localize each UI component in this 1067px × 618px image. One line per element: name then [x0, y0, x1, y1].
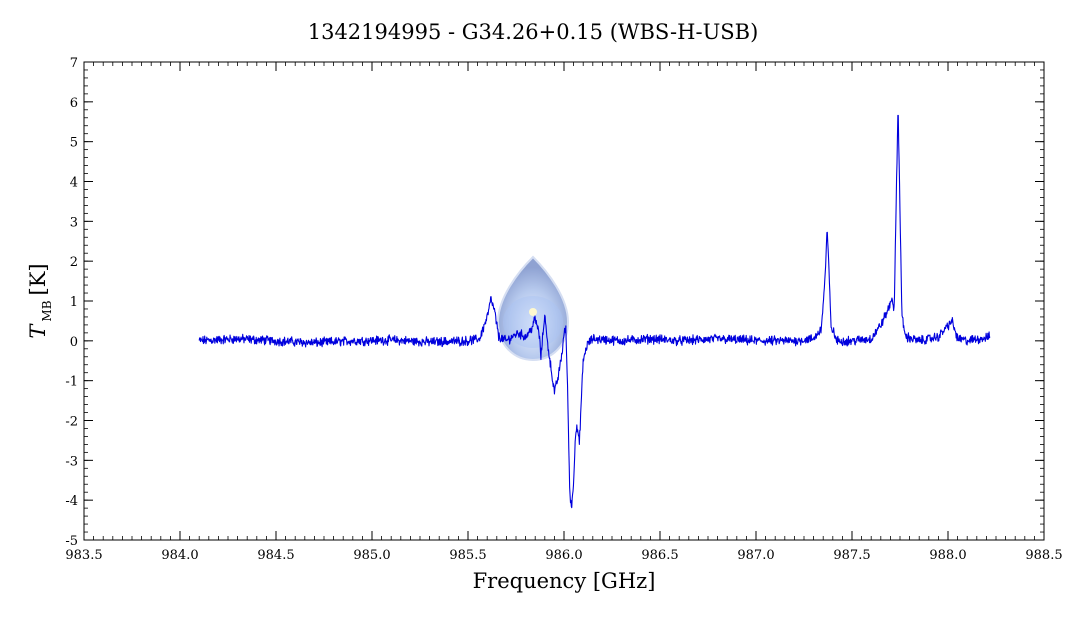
herschel-logo — [496, 255, 570, 362]
y-tick-label: 4 — [70, 176, 78, 191]
chart-title: 1342194995 - G34.26+0.15 (WBS-H-USB) — [308, 20, 759, 44]
x-tick-label: 986.0 — [545, 548, 582, 563]
y-tick-label: 7 — [70, 56, 78, 71]
y-axis-label-sub: MB — [40, 300, 54, 321]
x-tick-label: 985.5 — [449, 548, 486, 563]
y-tick-label: 0 — [70, 335, 78, 350]
y-axis-label: T MB [K] — [26, 263, 54, 338]
y-axis-ticks: -5 -4 -3 -2 -1 0 1 2 3 4 5 6 7 — [65, 56, 1044, 549]
x-tick-label: 984.0 — [161, 548, 198, 563]
x-axis-ticks: 983.5 984.0 984.5 985.0 985.5 986.0 986.5 987.0… — [65, 62, 1063, 563]
y-axis-label-main: T — [26, 323, 50, 339]
y-tick-label: 2 — [70, 255, 78, 270]
x-tick-label: 984.5 — [257, 548, 294, 563]
y-tick-label: 5 — [70, 136, 78, 151]
x-tick-label: 987.0 — [737, 548, 774, 563]
x-tick-label: 986.5 — [641, 548, 678, 563]
y-tick-label: 6 — [70, 96, 78, 111]
y-tick-label: 1 — [70, 295, 78, 310]
x-tick-label: 983.5 — [65, 548, 102, 563]
x-tick-label: 987.5 — [833, 548, 870, 563]
x-tick-label: 988.5 — [1025, 548, 1062, 563]
spectrum-line — [198, 114, 991, 509]
x-tick-label: 988.0 — [929, 548, 966, 563]
y-tick-label: 3 — [70, 215, 78, 230]
y-tick-label: -4 — [65, 494, 78, 509]
x-tick-label: 985.0 — [353, 548, 390, 563]
y-axis-label-unit: [K] — [26, 263, 50, 295]
y-tick-label: -5 — [65, 534, 78, 549]
x-axis-label: Frequency [GHz] — [473, 569, 656, 593]
y-tick-label: -1 — [65, 375, 78, 390]
y-tick-label: -2 — [65, 415, 78, 430]
svg-text:TMB[K]: T MB [K] — [26, 263, 54, 338]
y-tick-label: -3 — [65, 454, 78, 469]
